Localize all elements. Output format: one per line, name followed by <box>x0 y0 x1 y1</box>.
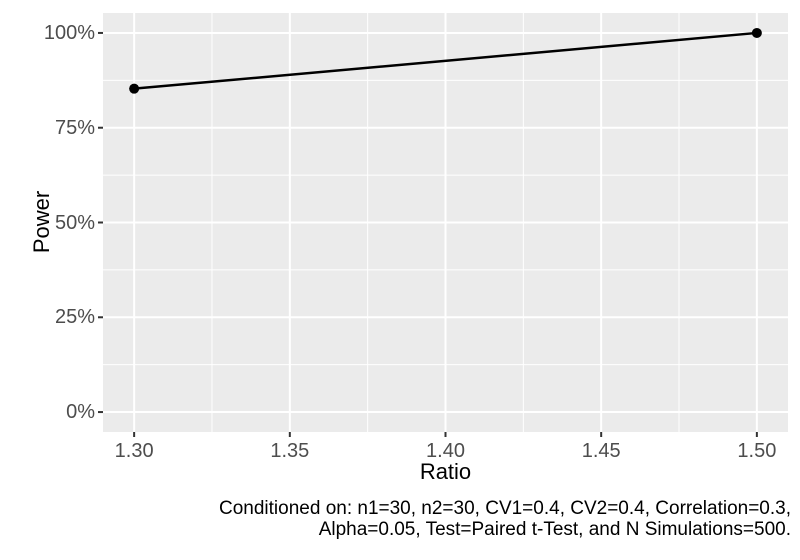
y-tick-label: 75% <box>54 116 95 139</box>
x-tick-label: 1.40 <box>426 440 465 462</box>
plot-caption: Conditioned on: n1=30, n2=30, CV1=0.4, C… <box>219 498 791 540</box>
y-tick-label: 0% <box>66 401 95 424</box>
power-line <box>134 31 757 90</box>
x-tick-label: 1.45 <box>581 440 621 462</box>
x-tick-label: 1.30 <box>114 440 154 462</box>
data-point <box>129 83 140 94</box>
data-point <box>751 27 762 38</box>
x-tick-label: 1.50 <box>737 440 777 462</box>
caption-line-2: Alpha=0.05, Test=Paired t-Test, and N Si… <box>318 519 791 540</box>
y-tick-label: 25% <box>54 306 95 329</box>
y-tick-label: 100% <box>43 21 95 44</box>
x-axis-title: Ratio <box>419 459 472 484</box>
y-axis-title: Power <box>29 190 54 254</box>
caption-line-1: Conditioned on: n1=30, n2=30, CV1=0.4, C… <box>219 498 791 519</box>
y-tick-label: 50% <box>54 211 95 234</box>
x-tick-label: 1.35 <box>270 440 310 462</box>
